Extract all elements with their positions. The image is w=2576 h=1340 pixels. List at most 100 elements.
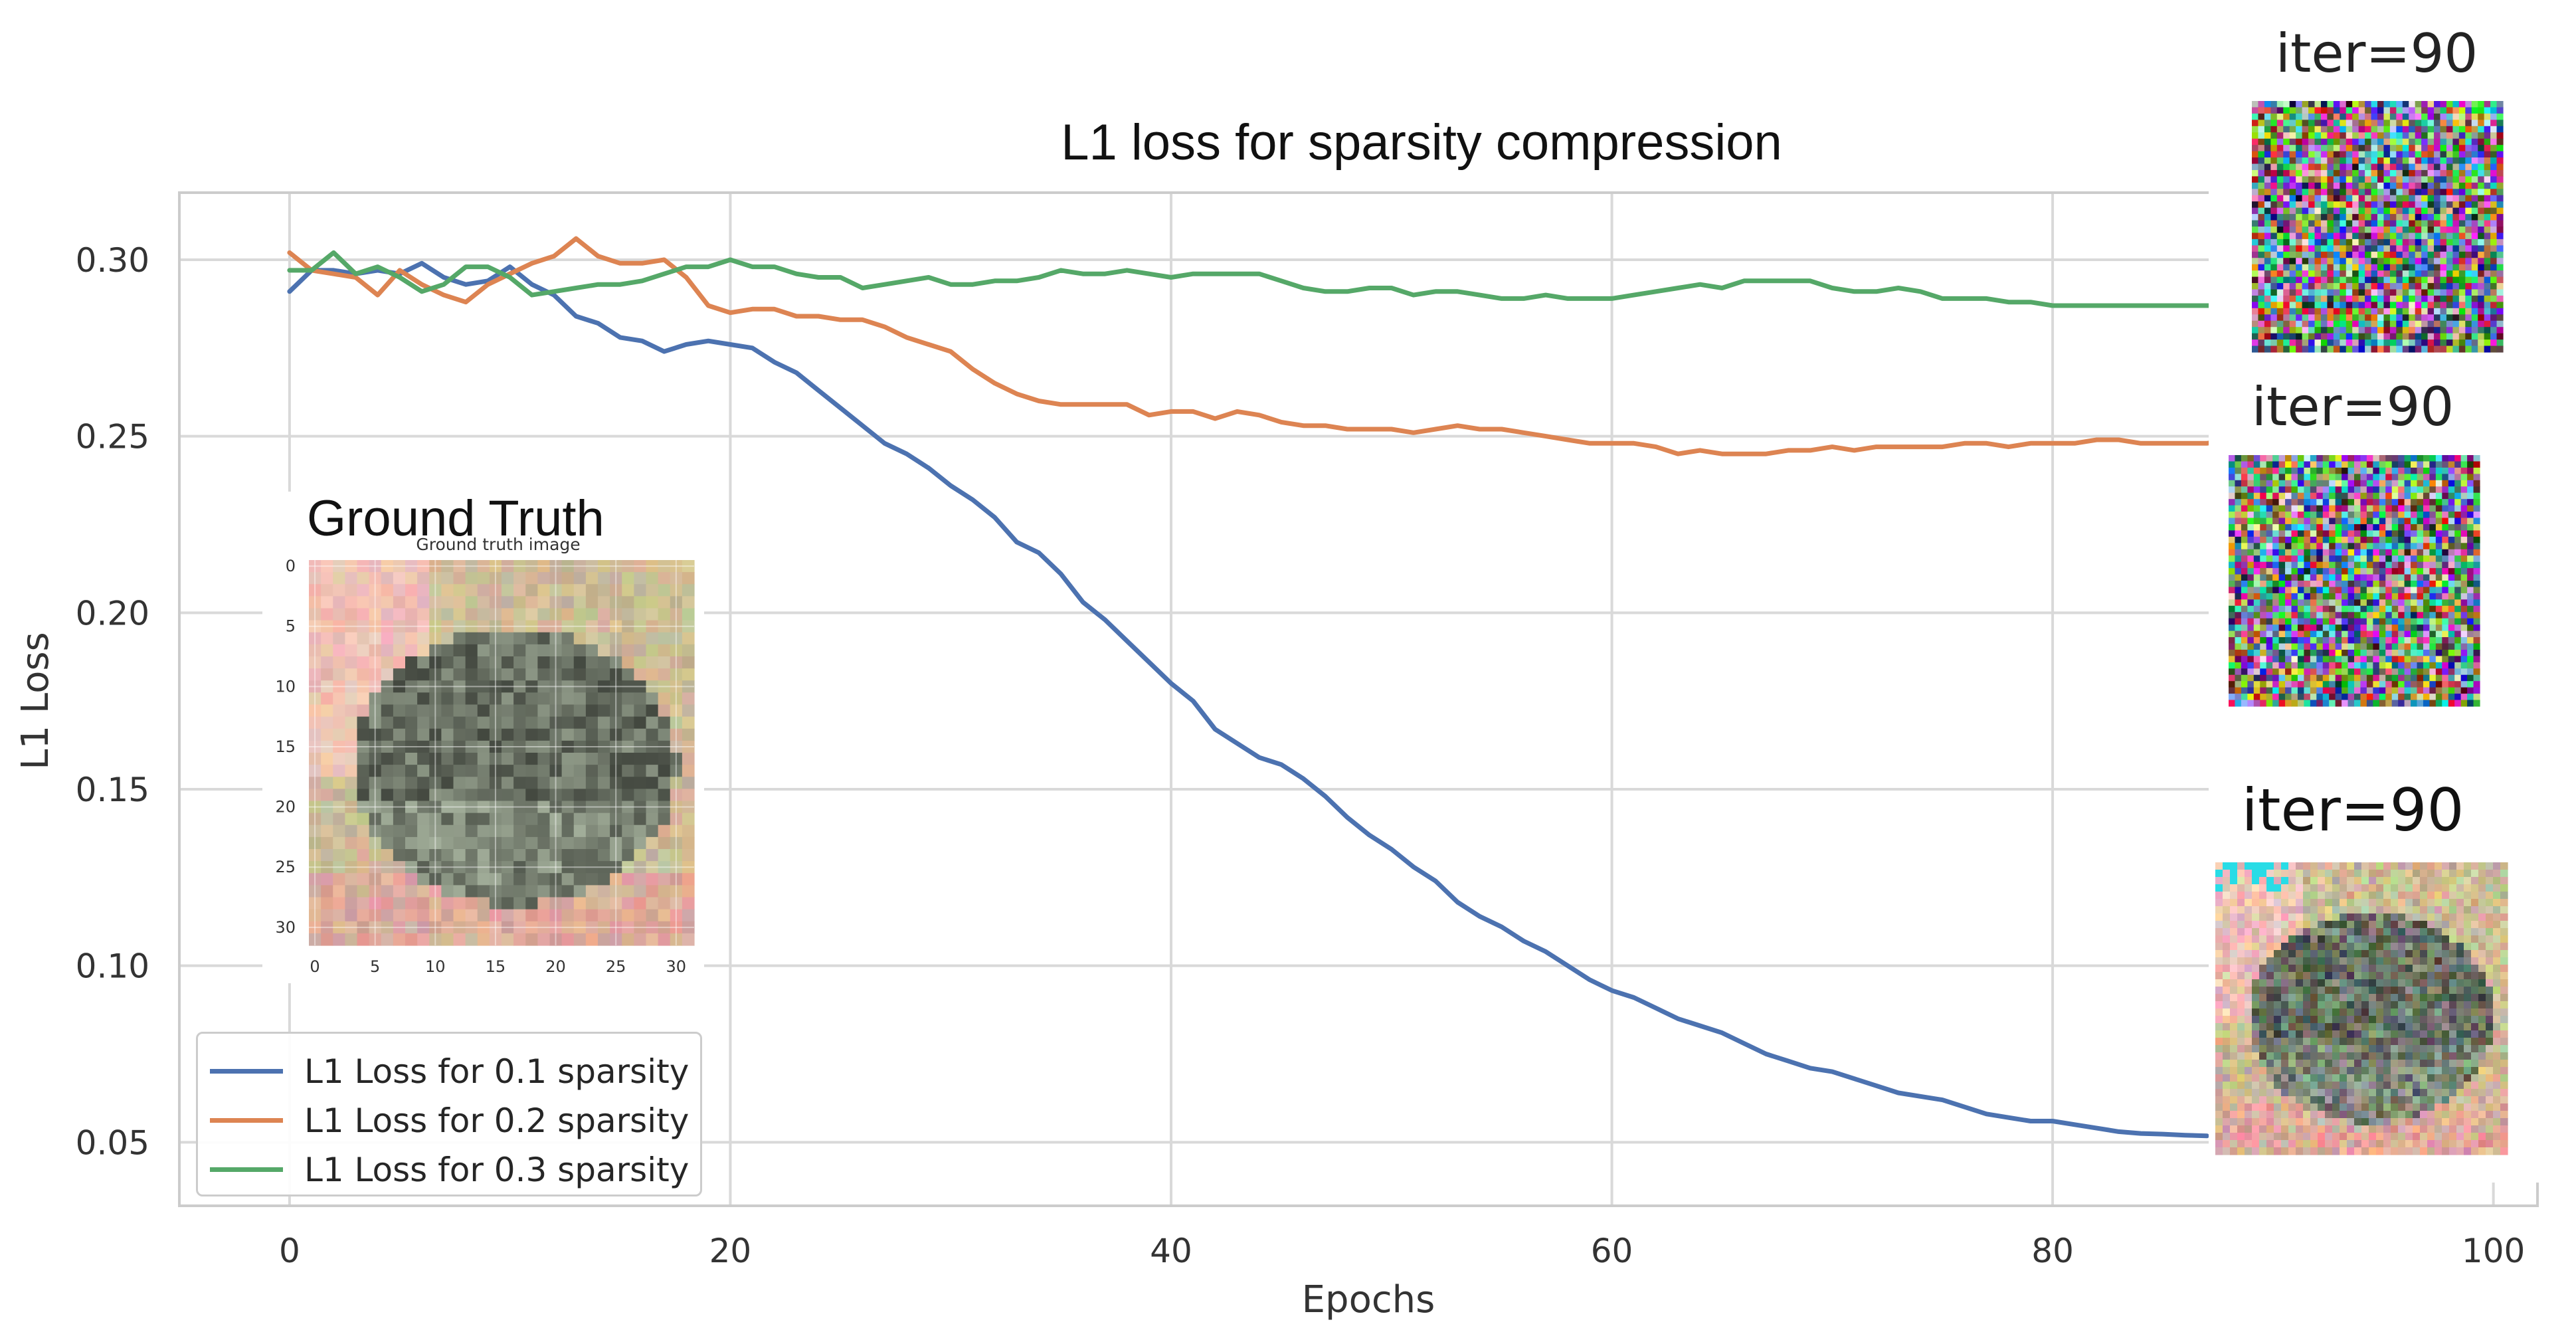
- pixel: [2258, 289, 2265, 296]
- pixel: [2442, 681, 2449, 688]
- pixel: [2402, 289, 2409, 296]
- pixel: [333, 836, 345, 850]
- pixel: [2260, 455, 2267, 462]
- pixel: [2296, 120, 2303, 127]
- pixel: [2473, 574, 2480, 581]
- pixel: [2258, 132, 2265, 140]
- pixel: [2288, 899, 2296, 907]
- gt-y-tick-label: 10: [275, 677, 296, 696]
- pixel: [2448, 624, 2455, 632]
- pixel: [2229, 555, 2236, 563]
- pixel: [477, 861, 490, 874]
- pixel: [2329, 461, 2336, 468]
- pixel: [2360, 599, 2367, 607]
- pixel: [393, 909, 406, 922]
- pixel: [2270, 107, 2278, 114]
- pixel: [682, 873, 695, 886]
- pixel: [2266, 561, 2273, 569]
- pixel: [2458, 295, 2466, 302]
- pixel: [2308, 126, 2316, 133]
- pixel: [453, 885, 466, 898]
- pixel: [2291, 624, 2298, 632]
- pixel: [2289, 220, 2296, 227]
- pixel: [2230, 943, 2238, 951]
- pixel: [453, 668, 466, 681]
- pixel: [2389, 227, 2397, 234]
- pixel: [2340, 182, 2347, 189]
- pixel: [2235, 524, 2242, 531]
- pixel: [2304, 486, 2311, 494]
- pixel: [2373, 643, 2380, 650]
- pixel: [2371, 314, 2378, 322]
- pixel: [2456, 862, 2464, 870]
- pixel: [561, 608, 575, 621]
- pixel: [2258, 270, 2265, 278]
- pixel: [2258, 163, 2265, 171]
- pixel: [2296, 151, 2303, 158]
- pixel: [2411, 561, 2418, 569]
- pixel: [2411, 505, 2418, 512]
- pixel: [2429, 474, 2437, 481]
- pixel: [357, 836, 370, 850]
- pixel: [2435, 979, 2442, 987]
- pixel: [2383, 264, 2391, 271]
- pixel: [2289, 120, 2296, 127]
- pixel: [2340, 157, 2347, 165]
- pixel: [2377, 220, 2385, 227]
- pixel: [561, 801, 575, 814]
- pixel: [2247, 618, 2254, 625]
- pixel: [2215, 884, 2223, 892]
- pixel: [2360, 700, 2367, 707]
- pixel: [2391, 877, 2399, 885]
- pixel: [2402, 302, 2409, 309]
- pixel: [2452, 207, 2460, 215]
- pixel: [369, 728, 382, 741]
- pixel: [381, 584, 394, 597]
- pixel: [2385, 536, 2393, 543]
- pixel: [2235, 543, 2242, 550]
- pixel: [2379, 624, 2386, 632]
- pixel: [2411, 593, 2418, 600]
- pixel: [646, 668, 659, 681]
- pixel: [2361, 921, 2369, 929]
- pixel: [2289, 308, 2296, 315]
- pixel: [2358, 201, 2365, 209]
- pixel: [2304, 467, 2311, 474]
- pixel: [2366, 530, 2373, 537]
- pixel: [2383, 906, 2391, 914]
- pixel: [561, 740, 575, 753]
- pixel: [682, 753, 695, 765]
- pixel: [2235, 593, 2242, 600]
- pixel: [2276, 145, 2284, 152]
- pixel: [2434, 107, 2441, 114]
- pixel: [309, 632, 322, 645]
- pixel: [345, 608, 358, 621]
- pixel: [670, 632, 683, 645]
- pixel: [441, 801, 454, 814]
- pixel: [2252, 107, 2259, 114]
- pixel: [2365, 264, 2372, 271]
- pixel: [2304, 630, 2311, 638]
- pixel: [2258, 176, 2265, 183]
- pixel: [2346, 283, 2353, 290]
- pixel: [2366, 643, 2373, 650]
- pixel: [2302, 264, 2309, 271]
- pixel: [2314, 333, 2322, 340]
- pixel: [2379, 568, 2386, 575]
- pixel: [561, 704, 575, 718]
- pixel: [2283, 201, 2290, 209]
- pixel: [2354, 674, 2361, 682]
- pixel: [2266, 943, 2274, 951]
- pixel: [2247, 574, 2254, 581]
- pixel: [429, 728, 442, 741]
- pixel: [2308, 163, 2316, 171]
- pixel: [2383, 276, 2391, 284]
- pixel: [2467, 662, 2474, 669]
- pixel: [2235, 700, 2242, 707]
- pixel: [2486, 892, 2494, 900]
- pixel: [2304, 668, 2311, 676]
- pixel: [646, 861, 659, 874]
- pixel: [2347, 587, 2355, 594]
- pixel: [2478, 320, 2485, 328]
- pixel: [2215, 979, 2223, 987]
